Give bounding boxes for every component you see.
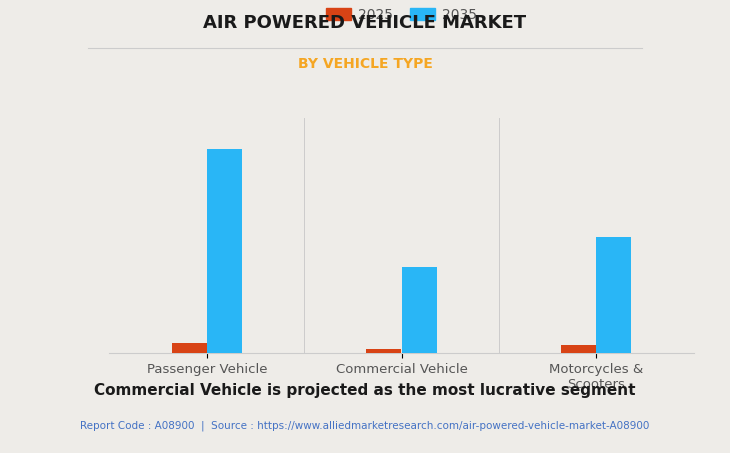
Legend: 2025, 2035: 2025, 2035 <box>320 2 483 27</box>
Bar <box>402 267 437 353</box>
Bar <box>366 349 402 353</box>
Text: AIR POWERED VEHICLE MARKET: AIR POWERED VEHICLE MARKET <box>204 14 526 32</box>
Bar <box>596 236 631 353</box>
Text: Report Code : A08900  |  Source : https://www.alliedmarketresearch.com/air-power: Report Code : A08900 | Source : https://… <box>80 420 650 431</box>
Text: BY VEHICLE TYPE: BY VEHICLE TYPE <box>298 57 432 71</box>
Bar <box>172 343 207 353</box>
Bar <box>207 149 242 353</box>
Text: Commercial Vehicle is projected as the most lucrative segment: Commercial Vehicle is projected as the m… <box>94 383 636 398</box>
Bar <box>561 345 596 353</box>
